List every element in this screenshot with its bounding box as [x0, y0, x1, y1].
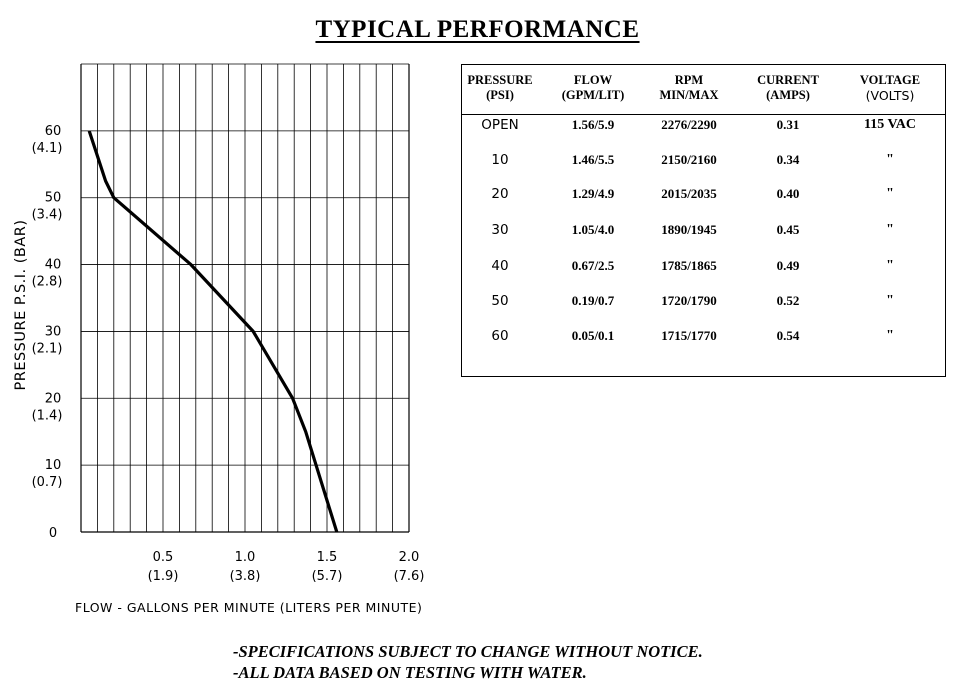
page-title: TYPICAL PERFORMANCE: [315, 16, 640, 43]
table-header-line2: (PSI): [486, 88, 514, 102]
chart-grid: [80, 63, 410, 533]
y-tick-label: 20: [45, 391, 62, 406]
table-header-line1: PRESSURE: [467, 73, 533, 87]
table-cell-pressure: OPEN: [481, 117, 519, 133]
notes: -SPECIFICATIONS SUBJECT TO CHANGE WITHOU…: [233, 641, 703, 683]
chart-y-axis-label: PRESSURE P.S.I. (BAR): [13, 219, 29, 390]
y-tick-sublabel: (1.4): [32, 408, 63, 423]
table-header-line2: (VOLTS): [865, 88, 915, 103]
table-header-rpm: RPM MIN/MAX: [639, 73, 739, 103]
table-cell-pressure: 50: [491, 293, 509, 309]
table-cell-rpm: 1890/1945: [661, 222, 717, 237]
table-cell-current: 0.34: [776, 152, 800, 167]
y-tick-sublabel: (2.8): [32, 275, 63, 290]
y-tick-label: 0: [49, 526, 57, 541]
y-tick-sublabel: (0.7): [32, 475, 63, 490]
table-header-line1: VOLTAGE: [859, 73, 921, 87]
table-header-line2: MIN/MAX: [659, 88, 719, 102]
table-cell-voltage: ": [886, 258, 894, 273]
table-header-pressure: PRESSURE (PSI): [450, 73, 550, 103]
table-header-line1: RPM: [674, 73, 704, 87]
x-tick-sublabel: (3.8): [230, 569, 261, 584]
y-tick-sublabel: (2.1): [32, 341, 63, 356]
y-tick-sublabel: (4.1): [32, 141, 63, 156]
table-cell-flow: 1.29/4.9: [571, 186, 615, 201]
table-cell-current: 0.40: [776, 186, 800, 201]
y-tick-label: 30: [45, 324, 62, 339]
table-cell-flow: 0.05/0.1: [571, 328, 615, 343]
table-header-line2: (GPM/LIT): [561, 88, 625, 102]
performance-table: PRESSURE (PSI) FLOW (GPM/LIT) RPM MIN/MAX CURR…: [461, 64, 946, 377]
chart-x-axis-label: FLOW - GALLONS PER MINUTE (LITERS PER MI…: [75, 600, 423, 615]
table-cell-voltage: ": [886, 328, 894, 343]
x-tick-label: 0.5: [153, 550, 174, 565]
y-tick-sublabel: (3.4): [32, 208, 63, 223]
table-cell-pressure: 20: [491, 186, 509, 202]
table-cell-rpm: 1715/1770: [661, 328, 717, 343]
table-cell-pressure: 10: [491, 152, 509, 168]
table-cell-pressure: 40: [491, 258, 509, 274]
table-cell-voltage: 115 VAC: [863, 117, 916, 132]
table-cell-pressure: 60: [491, 328, 509, 344]
x-tick-sublabel: (5.7): [312, 569, 343, 584]
table-cell-current: 0.31: [776, 117, 800, 132]
note-specifications: -SPECIFICATIONS SUBJECT TO CHANGE WITHOU…: [233, 642, 703, 661]
table-header-line1: FLOW: [573, 73, 613, 87]
table-cell-voltage: ": [886, 186, 894, 201]
table-cell-voltage: ": [886, 222, 894, 237]
table-cell-voltage: ": [886, 293, 894, 308]
table-cell-rpm: 1720/1790: [661, 293, 717, 308]
table-cell-current: 0.52: [776, 293, 800, 308]
table-cell-flow: 1.05/4.0: [571, 222, 615, 237]
x-tick-label: 2.0: [399, 550, 420, 565]
y-tick-label: 40: [45, 258, 62, 273]
y-tick-label: 50: [45, 191, 62, 206]
x-tick-sublabel: (1.9): [148, 569, 179, 584]
table-cell-voltage: ": [886, 152, 894, 167]
y-tick-label: 60: [45, 124, 62, 139]
table-cell-flow: 0.19/0.7: [571, 293, 615, 308]
note-testing: -ALL DATA BASED ON TESTING WITH WATER.: [233, 663, 587, 682]
chart-tick-labels: 0 10 (0.7) 20 (1.4) 30 (2.1) 40 (2.8) 50 (3.4) 60 (4…: [32, 124, 425, 584]
table-header-voltage: VOLTAGE (VOLTS): [840, 73, 940, 103]
x-tick-sublabel: (7.6): [394, 569, 425, 584]
table-cell-rpm: 2015/2035: [661, 186, 717, 201]
table-header-line1: CURRENT: [757, 73, 819, 87]
table-cell-current: 0.45: [776, 222, 800, 237]
table-cell-rpm: 1785/1865: [661, 258, 717, 273]
x-tick-label: 1.0: [235, 550, 256, 565]
x-tick-label: 1.5: [317, 550, 338, 565]
table-header-flow: FLOW (GPM/LIT): [543, 73, 643, 103]
table-header-divider: [462, 114, 945, 115]
table-header-current: CURRENT (AMPS): [738, 73, 838, 103]
table-cell-rpm: 2150/2160: [661, 152, 717, 167]
table-cell-current: 0.54: [776, 328, 800, 343]
table-cell-current: 0.49: [776, 258, 800, 273]
table-cell-pressure: 30: [491, 222, 509, 238]
table-cell-flow: 0.67/2.5: [571, 258, 615, 273]
chart-series: [87, 130, 339, 533]
y-tick-label: 10: [45, 458, 62, 473]
table-cell-flow: 1.56/5.9: [571, 117, 615, 132]
table-cell-rpm: 2276/2290: [661, 117, 717, 132]
table-header-line2: (AMPS): [766, 88, 810, 102]
table-cell-flow: 1.46/5.5: [571, 152, 615, 167]
series-line: [87, 130, 339, 533]
